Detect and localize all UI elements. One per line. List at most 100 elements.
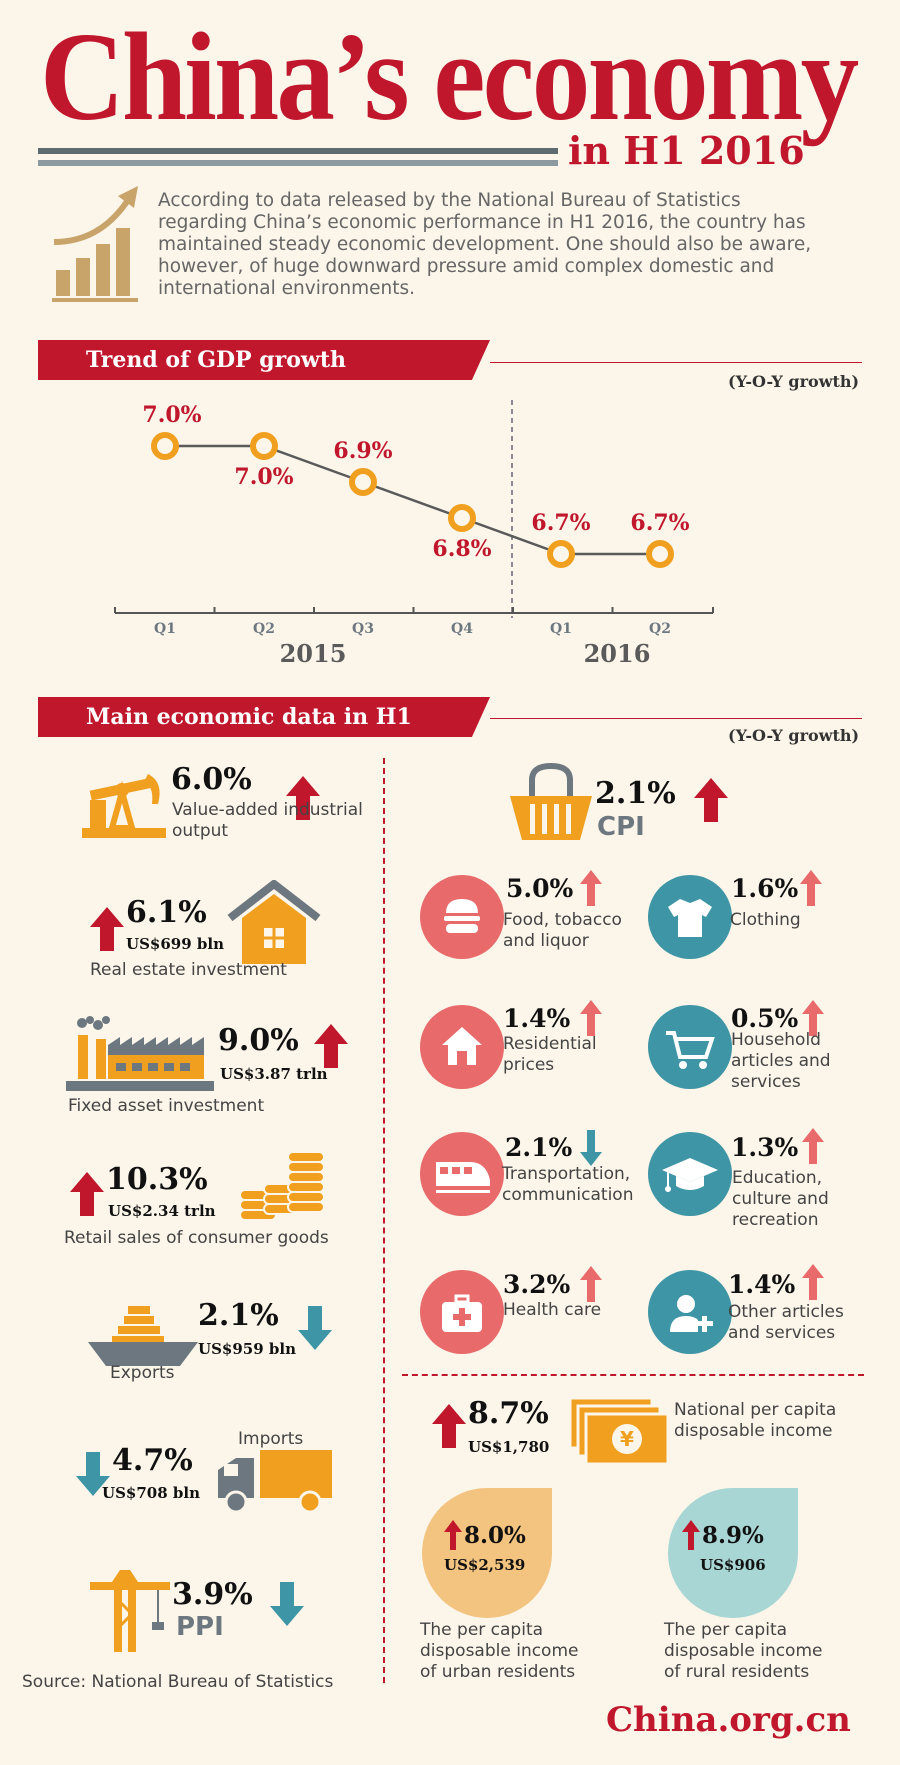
train-icon: [436, 1162, 490, 1193]
gdp-point: [250, 432, 278, 460]
page-subtitle: in H1 2016: [568, 128, 805, 173]
clothing-circle: [648, 875, 732, 959]
cpi-item-label: Other articles and services: [728, 1302, 844, 1343]
gdp-point: [646, 540, 674, 568]
cpi-item-value: 3.2%: [503, 1270, 571, 1299]
arrow-up-icon: [802, 1000, 824, 1036]
arrow-up-icon: [580, 1000, 602, 1036]
education-circle: [648, 1132, 732, 1216]
gdp-point: [151, 432, 179, 460]
column-divider: [383, 758, 385, 1683]
transport-circle: [420, 1132, 504, 1216]
medical-kit-icon: [442, 1294, 482, 1332]
cpi-item-label: Residential prices: [503, 1034, 597, 1075]
cpi-item-value: 1.6%: [731, 874, 799, 903]
cpi-item-value: 1.3%: [731, 1133, 799, 1162]
factory-icon: [66, 1016, 214, 1091]
ship-icon: [88, 1306, 198, 1366]
arrow-up-icon: [580, 1266, 602, 1302]
year-group-label: 2015: [280, 639, 347, 668]
national-income-amount: US$1,780: [468, 1438, 550, 1456]
rural-income-amount: US$906: [700, 1556, 766, 1574]
gdp-section-banner: Trend of GDP growth: [38, 340, 490, 380]
x-tick-label: Q2: [649, 621, 671, 637]
arrow-down-icon: [580, 1130, 602, 1166]
arrow-up-icon: [314, 1024, 348, 1068]
x-tick-label: Q1: [154, 621, 176, 637]
burger-icon: [444, 899, 480, 933]
national-income-value: 8.7%: [468, 1396, 549, 1431]
cpi-item-label: Health care: [503, 1300, 602, 1320]
food-circle: [420, 875, 504, 959]
arrow-up-icon: [802, 1128, 824, 1164]
rural-income-value: 8.9%: [702, 1522, 764, 1549]
year-group-label: 2016: [584, 639, 651, 668]
fixed-amount: US$3.87 trln: [220, 1065, 328, 1083]
yuan-symbol: ¥: [620, 1427, 634, 1451]
cpi-value: 2.1%: [595, 776, 676, 811]
gdp-series-line: [165, 444, 660, 556]
source-text: Source: National Bureau of Statistics: [22, 1672, 334, 1692]
cpi-item-label: Education, culture and recreation: [732, 1168, 829, 1230]
imports-amount: US$708 bln: [102, 1484, 200, 1502]
cpi-item-value: 5.0%: [506, 874, 574, 903]
cpi-item-value: 0.5%: [731, 1004, 799, 1033]
gdp-banner-rule: [490, 362, 862, 363]
basket-icon: [510, 762, 592, 840]
urban-income-label: The per capita disposable income of urba…: [420, 1620, 579, 1682]
ppi-value: 3.9%: [172, 1577, 253, 1612]
urban-income-value: 8.0%: [464, 1522, 526, 1549]
title-rule-bottom: [38, 160, 558, 166]
gdp-point: [547, 540, 575, 568]
ppi-label: PPI: [176, 1612, 224, 1642]
arrow-down-icon: [298, 1306, 332, 1350]
health-circle: [420, 1270, 504, 1354]
retail-value: 10.3%: [106, 1162, 208, 1197]
graduation-cap-icon: [662, 1158, 718, 1192]
rural-income-label: The per capita disposable income of rura…: [664, 1620, 823, 1682]
gdp-data-label: 6.7%: [531, 510, 590, 536]
x-tick-label: Q4: [451, 621, 473, 637]
imports-label: Imports: [238, 1429, 304, 1449]
main-section-banner: Main economic data in H1: [38, 697, 490, 737]
industrial-label: Value-added industrial output: [172, 800, 363, 841]
arrow-down-icon: [270, 1582, 304, 1626]
truck-icon: [218, 1450, 332, 1514]
cpi-item-value: 1.4%: [728, 1270, 796, 1299]
gdp-point: [349, 468, 377, 496]
residential-circle: [420, 1005, 504, 1089]
cpi-item-label: Household articles and services: [731, 1030, 831, 1092]
realestate-value: 6.1%: [126, 895, 207, 930]
x-tick-label: Q3: [352, 621, 374, 637]
retail-amount: US$2.34 trln: [108, 1202, 216, 1220]
arrow-up-icon: [444, 1520, 462, 1550]
main-unit-label: (Y-O-Y growth): [728, 726, 860, 745]
industrial-value: 6.0%: [171, 762, 252, 797]
cpi-item-value: 2.1%: [505, 1133, 573, 1162]
gdp-data-label: 6.7%: [630, 510, 689, 536]
exports-amount: US$959 bln: [198, 1340, 296, 1358]
cpi-item-value: 1.4%: [503, 1004, 571, 1033]
coins-icon: [239, 1151, 325, 1221]
urban-income-bubble: [422, 1488, 552, 1618]
crane-icon: [90, 1570, 170, 1652]
fixed-value: 9.0%: [218, 1023, 299, 1058]
oil-pump-icon: [82, 774, 166, 838]
arrow-up-icon: [90, 907, 124, 951]
exports-value: 2.1%: [198, 1298, 279, 1333]
house-icon: [227, 880, 321, 964]
household-circle: [648, 1005, 732, 1089]
arrow-up-icon: [694, 778, 728, 822]
cpi-item-label: Food, tobacco and liquor: [503, 910, 622, 951]
growth-chart-icon: [52, 186, 138, 302]
user-add-icon: [670, 1295, 713, 1332]
arrow-up-icon: [432, 1404, 466, 1448]
realestate-amount: US$699 bln: [126, 935, 224, 953]
arrow-up-icon: [682, 1520, 700, 1550]
retail-label: Retail sales of consumer goods: [64, 1228, 329, 1248]
banknotes-icon: ¥: [568, 1396, 670, 1466]
gdp-point: [448, 504, 476, 532]
cpi-item-label: Clothing: [730, 910, 801, 930]
gdp-unit-label: (Y-O-Y growth): [728, 372, 860, 391]
rural-income-bubble: [668, 1488, 798, 1618]
